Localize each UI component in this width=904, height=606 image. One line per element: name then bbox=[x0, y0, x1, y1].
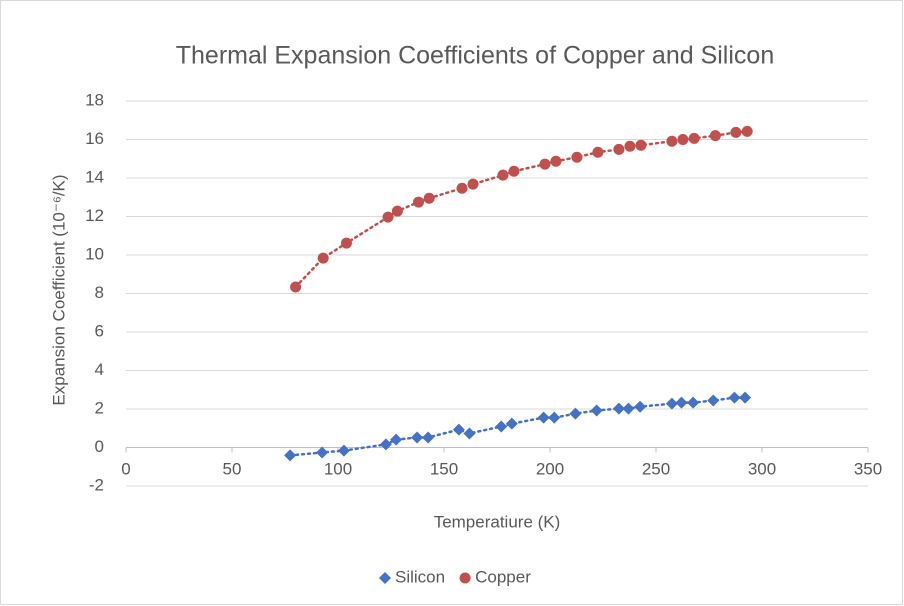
y-tick-label: 16 bbox=[85, 129, 104, 148]
marker bbox=[390, 433, 403, 446]
x-tick-label: 0 bbox=[121, 459, 130, 478]
y-tick-label: 6 bbox=[95, 321, 104, 340]
marker bbox=[411, 431, 424, 444]
marker bbox=[730, 126, 742, 138]
x-tick-label: 350 bbox=[854, 459, 882, 478]
marker bbox=[666, 135, 678, 147]
marker bbox=[290, 281, 302, 293]
marker bbox=[665, 397, 678, 410]
marker bbox=[337, 444, 350, 457]
x-tick-label: 50 bbox=[223, 459, 242, 478]
legend: Silicon Copper bbox=[379, 567, 531, 586]
x-axis-label: Temperatiure (K) bbox=[434, 512, 561, 531]
marker bbox=[413, 196, 425, 208]
x-tick-label: 150 bbox=[430, 459, 458, 478]
marker bbox=[317, 252, 329, 264]
marker bbox=[571, 151, 583, 163]
marker bbox=[709, 130, 721, 142]
marker bbox=[452, 423, 465, 436]
y-tick-label: 4 bbox=[95, 360, 104, 379]
marker bbox=[467, 178, 479, 190]
y-tick-label: 12 bbox=[85, 206, 104, 225]
marker bbox=[537, 411, 550, 424]
y-tick-label: -2 bbox=[89, 475, 104, 494]
marker bbox=[463, 427, 476, 440]
marker bbox=[459, 572, 471, 584]
marker bbox=[590, 404, 603, 417]
marker bbox=[612, 402, 625, 415]
x-tick-label: 300 bbox=[748, 459, 776, 478]
marker bbox=[379, 572, 391, 584]
marker bbox=[508, 165, 520, 177]
marker bbox=[340, 237, 352, 249]
marker bbox=[728, 391, 741, 404]
marker bbox=[675, 396, 688, 409]
marker bbox=[379, 438, 392, 451]
marker bbox=[635, 139, 647, 151]
marker bbox=[495, 420, 508, 433]
marker bbox=[569, 407, 582, 420]
marker bbox=[456, 182, 468, 194]
marker bbox=[624, 140, 636, 152]
marker bbox=[284, 449, 297, 462]
marker bbox=[505, 417, 518, 430]
legend-label: Copper bbox=[475, 567, 531, 586]
marker bbox=[739, 391, 752, 404]
marker bbox=[422, 431, 435, 444]
marker bbox=[550, 155, 562, 167]
chart-title: Thermal Expansion Coefficients of Copper… bbox=[176, 42, 774, 70]
y-tick-label: 18 bbox=[85, 90, 104, 109]
x-tick-label: 200 bbox=[536, 459, 564, 478]
marker bbox=[613, 143, 625, 155]
y-tick-label: 8 bbox=[95, 283, 104, 302]
x-tick-label: 250 bbox=[642, 459, 670, 478]
y-tick-label: 2 bbox=[95, 398, 104, 417]
marker bbox=[391, 205, 403, 217]
marker bbox=[548, 411, 561, 424]
marker bbox=[539, 158, 551, 170]
y-tick-label: 14 bbox=[85, 167, 104, 186]
marker bbox=[497, 169, 509, 181]
marker bbox=[741, 125, 753, 137]
marker bbox=[634, 400, 647, 413]
marker bbox=[622, 402, 635, 415]
marker bbox=[423, 192, 435, 204]
marker bbox=[677, 134, 689, 145]
marker bbox=[316, 446, 329, 459]
legend-label: Silicon bbox=[395, 567, 445, 586]
marker bbox=[688, 132, 700, 144]
x-tick-label: 100 bbox=[324, 459, 352, 478]
marker bbox=[592, 146, 604, 158]
marker bbox=[707, 394, 720, 407]
y-axis-label: Expansion Coefficient (10⁻⁶/K) bbox=[49, 174, 68, 405]
y-tick-label: 0 bbox=[95, 437, 104, 456]
marker bbox=[382, 211, 394, 223]
y-tick-label: 10 bbox=[85, 244, 104, 263]
marker bbox=[687, 396, 700, 409]
